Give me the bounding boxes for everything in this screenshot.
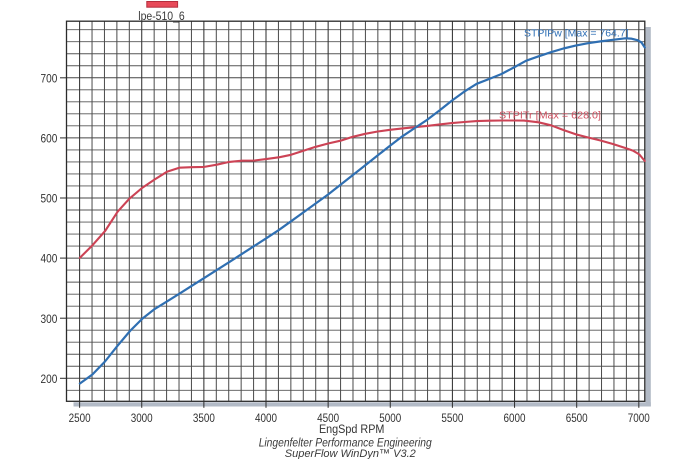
svg-text:5000: 5000 bbox=[379, 411, 401, 425]
svg-text:lpe-510_6: lpe-510_6 bbox=[138, 11, 185, 23]
svg-text:500: 500 bbox=[41, 192, 58, 206]
svg-text:2500: 2500 bbox=[69, 411, 91, 425]
svg-text:5500: 5500 bbox=[441, 411, 463, 425]
svg-text:700: 700 bbox=[41, 71, 58, 85]
svg-text:6000: 6000 bbox=[504, 411, 526, 425]
svg-text:4000: 4000 bbox=[255, 411, 277, 425]
svg-text:6500: 6500 bbox=[566, 411, 588, 425]
svg-text:600: 600 bbox=[41, 132, 58, 146]
svg-text:STPIPw [Max = 764.7]: STPIPw [Max = 764.7] bbox=[524, 29, 629, 40]
svg-text:3500: 3500 bbox=[193, 411, 215, 425]
svg-text:7000: 7000 bbox=[628, 411, 650, 425]
svg-text:EngSpd RPM: EngSpd RPM bbox=[319, 422, 385, 436]
svg-text:4500: 4500 bbox=[317, 411, 339, 425]
svg-text:Lingenfelter Performance Engin: Lingenfelter Performance Engineering bbox=[259, 435, 432, 449]
svg-text:200: 200 bbox=[41, 372, 58, 386]
svg-text:STPITr [Max = 628.0]: STPITr [Max = 628.0] bbox=[499, 110, 601, 121]
svg-text:SuperFlow WinDyn™ V3.2: SuperFlow WinDyn™ V3.2 bbox=[285, 448, 417, 459]
svg-text:400: 400 bbox=[41, 252, 58, 266]
svg-text:3000: 3000 bbox=[131, 411, 153, 425]
svg-text:300: 300 bbox=[41, 312, 58, 326]
